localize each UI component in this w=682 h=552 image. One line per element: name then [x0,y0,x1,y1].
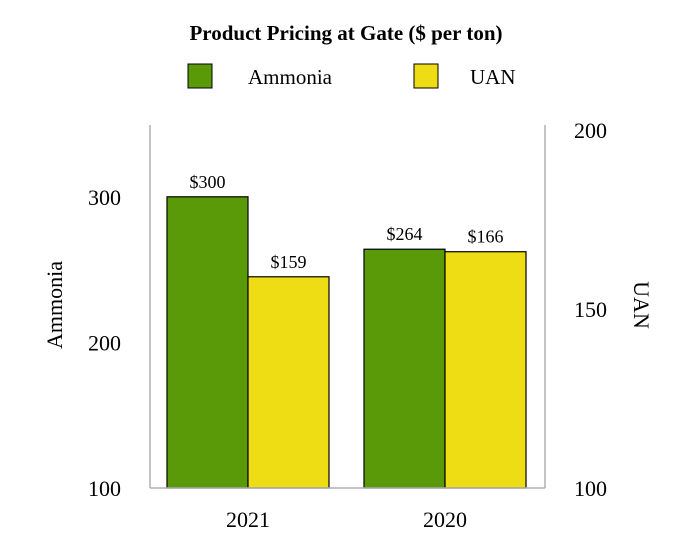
bar-uan-2021 [247,276,330,489]
x-axis-ticks: 2021 2020 [226,507,467,532]
legend-swatch-ammonia [187,63,213,89]
data-label-uan-2020: $166 [468,227,504,247]
right-tick-label-150: 150 [574,297,607,322]
bar-ammonia-2021 [166,196,249,489]
chart-title: Product Pricing at Gate ($ per ton) [189,21,502,45]
right-axis-label: UAN [629,281,654,329]
axes [149,125,546,489]
legend-label-ammonia: Ammonia [248,65,333,89]
left-tick-label-100: 100 [88,476,121,501]
plot-area: $300 $159 $264 $166 [166,172,527,489]
right-tick-label-200: 200 [574,118,607,143]
bar-ammonia-2020 [363,248,446,489]
legend: Ammonia UAN [187,63,516,89]
data-label-uan-2021: $159 [271,252,307,272]
bar-uan-2020 [444,251,527,489]
legend-label-uan: UAN [470,65,516,89]
left-axis-ticks: 100 200 300 [88,185,121,501]
right-axis-ticks: 100 150 200 [574,118,607,501]
left-tick-label-300: 300 [88,185,121,210]
legend-swatch-uan [413,63,439,89]
data-label-ammonia-2021: $300 [190,172,226,192]
left-axis-label: Ammonia [42,261,67,349]
left-tick-label-200: 200 [88,330,121,355]
x-tick-label-2020: 2020 [423,507,467,532]
right-tick-label-100: 100 [574,476,607,501]
x-tick-label-2021: 2021 [226,507,270,532]
data-label-ammonia-2020: $264 [387,224,423,244]
